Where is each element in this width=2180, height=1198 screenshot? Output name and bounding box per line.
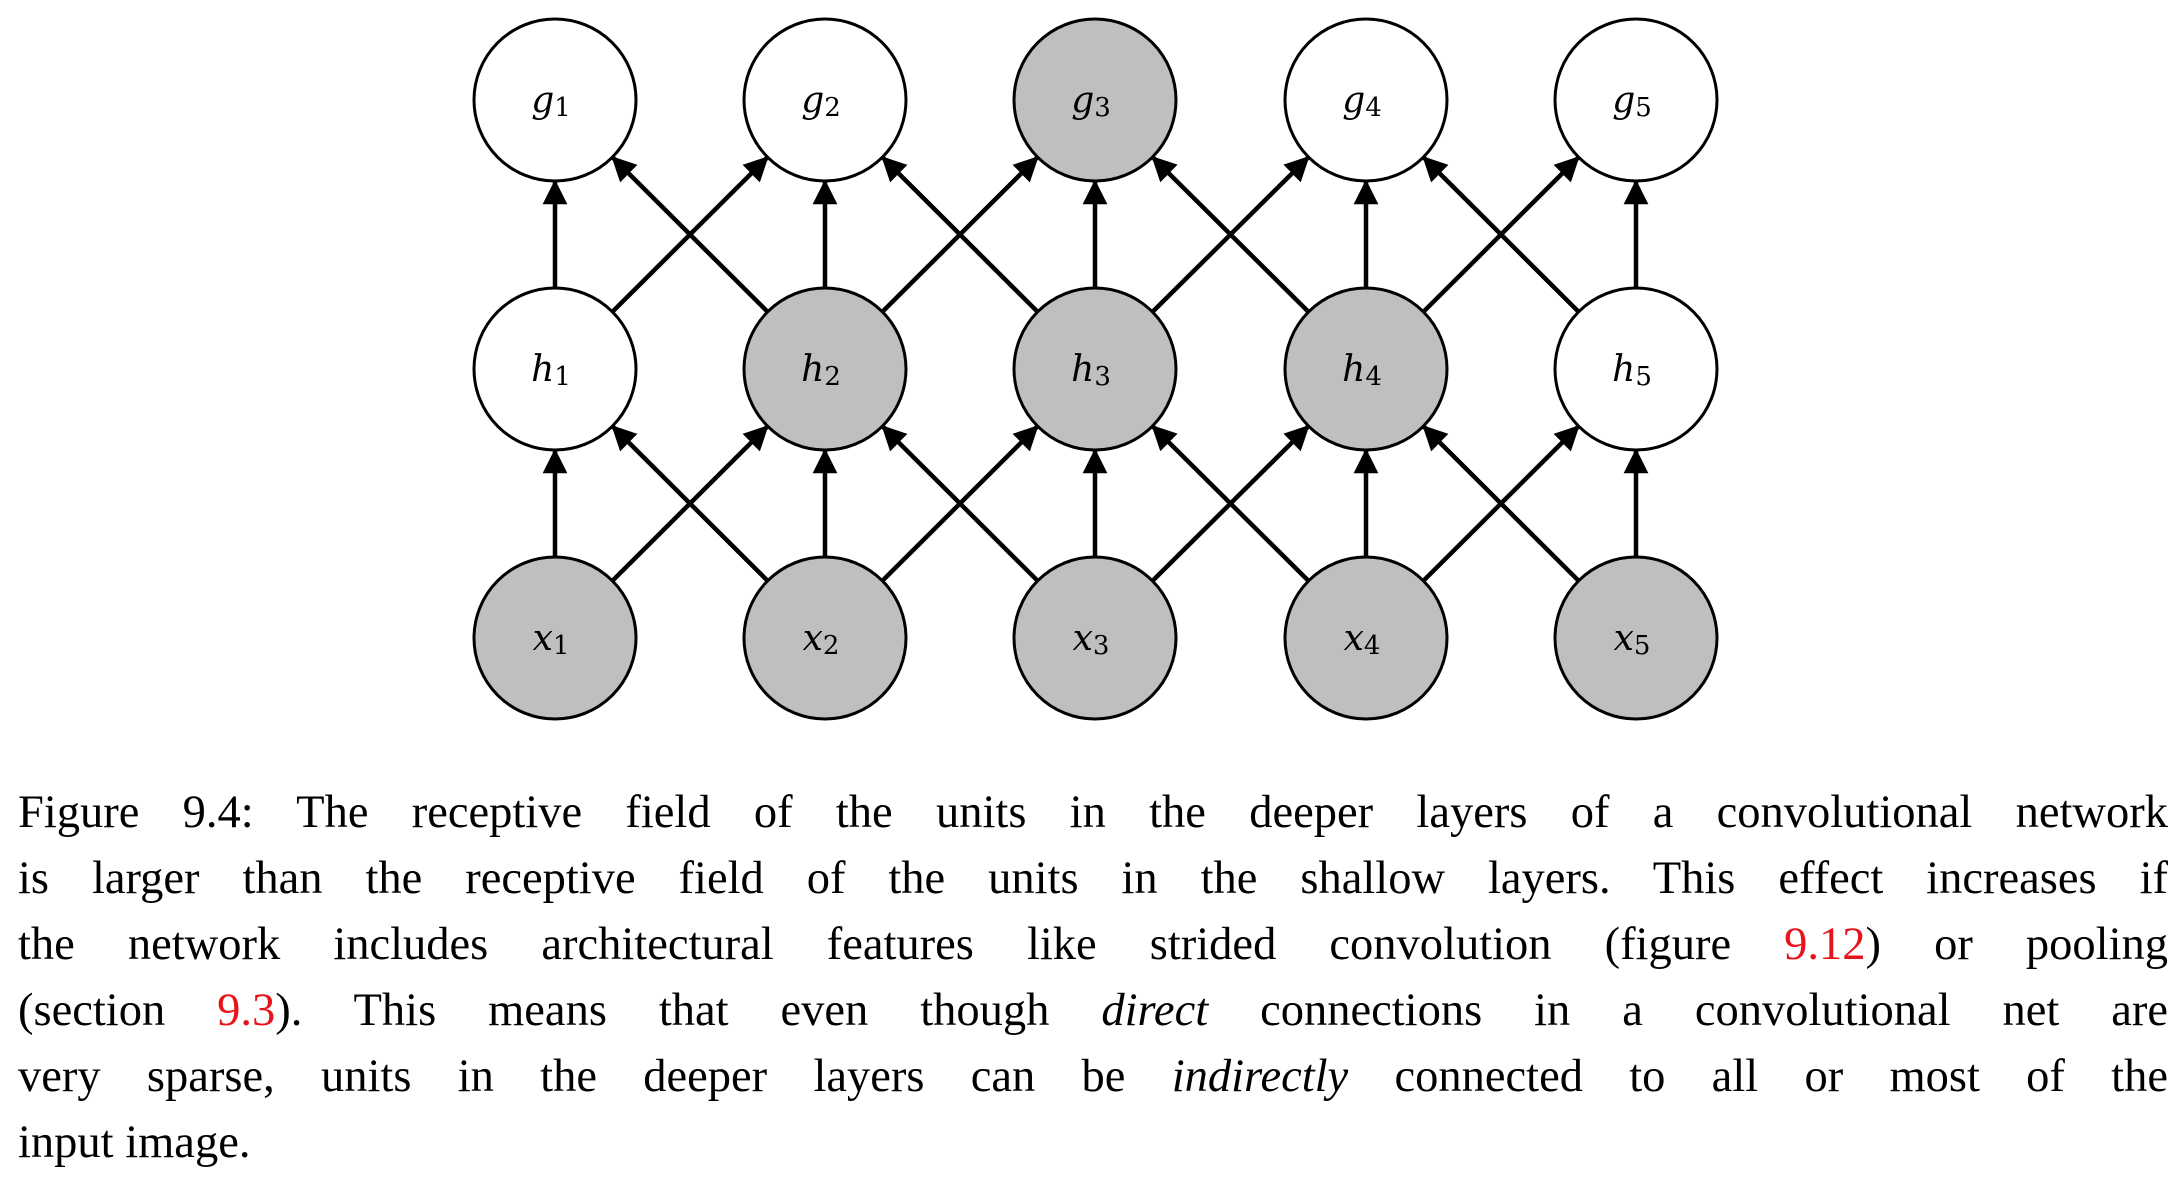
caption-line-6: input image. bbox=[18, 1117, 251, 1168]
unit-circle bbox=[472, 17, 638, 183]
unit-h3: h3 bbox=[1012, 286, 1178, 452]
caption-line-5: very sparse, units in the deeper layers … bbox=[18, 1044, 2168, 1110]
caption-text: ) or pooling bbox=[1865, 919, 2168, 970]
caption-line-2: is larger than the receptive field of th… bbox=[18, 853, 2168, 904]
unit-g1: g1 bbox=[472, 17, 638, 183]
connection-arrows bbox=[542, 156, 1649, 583]
unit-circle bbox=[742, 17, 908, 183]
shaded-unit-circle bbox=[472, 555, 638, 721]
unit-x2: x2 bbox=[742, 555, 908, 721]
receptive-field-diagram: g1 g2 g3 g4 g5 h1 h2 h3 h4 h5 x1 x2 x3 x4 x5 bbox=[472, 17, 1719, 721]
unit-label: h4 bbox=[1342, 349, 1382, 392]
shaded-unit-circle bbox=[1012, 555, 1178, 721]
unit-label: h3 bbox=[1071, 349, 1111, 392]
arrow-x5-to-h4 bbox=[1422, 425, 1581, 583]
unit-x1: x1 bbox=[472, 555, 638, 721]
unit-label: g4 bbox=[1342, 80, 1382, 123]
caption-emphasis: direct bbox=[1101, 985, 1209, 1036]
arrow-h2-to-g1 bbox=[611, 156, 770, 314]
caption-text: connections in a convolutional net are bbox=[1208, 985, 2169, 1036]
caption-line-3: the network includes architectural featu… bbox=[18, 912, 2168, 978]
caption-emphasis: indirectly bbox=[1171, 1051, 1349, 1102]
unit-circle bbox=[472, 286, 638, 452]
unit-g5: g5 bbox=[1553, 17, 1719, 183]
caption-text: the network includes architectural featu… bbox=[18, 919, 1785, 970]
unit-circle bbox=[1283, 17, 1449, 183]
unit-label: g1 bbox=[531, 80, 571, 123]
unit-g2: g2 bbox=[742, 17, 908, 183]
unit-label: x5 bbox=[1614, 618, 1651, 661]
arrow-h5-to-g4 bbox=[1422, 156, 1581, 314]
unit-h4: h4 bbox=[1283, 286, 1449, 452]
arrow-x2-to-h1 bbox=[611, 425, 770, 583]
caption-text: ). This means that even though bbox=[275, 985, 1102, 1036]
caption-text: very sparse, units in the deeper layers … bbox=[18, 1051, 1172, 1102]
unit-h2: h2 bbox=[742, 286, 908, 452]
unit-label: x1 bbox=[533, 618, 570, 661]
caption-text: (section bbox=[18, 985, 218, 1036]
arrow-x4-to-h3 bbox=[1151, 425, 1311, 583]
unit-label: g3 bbox=[1071, 80, 1111, 123]
shaded-unit-circle bbox=[742, 555, 908, 721]
unit-x3: x3 bbox=[1012, 555, 1178, 721]
network-units: g1 g2 g3 g4 g5 h1 h2 h3 h4 h5 x1 x2 x3 x4 x5 bbox=[472, 17, 1719, 721]
unit-circle bbox=[1553, 17, 1719, 183]
unit-label: x3 bbox=[1073, 618, 1110, 661]
unit-circle bbox=[1553, 286, 1719, 452]
unit-label: x2 bbox=[803, 618, 840, 661]
arrow-x3-to-h2 bbox=[881, 425, 1040, 583]
unit-g4: g4 bbox=[1283, 17, 1449, 183]
unit-label: g2 bbox=[801, 80, 841, 123]
unit-g3: g3 bbox=[1012, 17, 1178, 183]
caption-text: connected to all or most of the bbox=[1348, 1051, 2168, 1102]
unit-h5: h5 bbox=[1553, 286, 1719, 452]
shaded-unit-circle bbox=[1553, 555, 1719, 721]
caption-line-1: Figure 9.4: The receptive field of the u… bbox=[18, 787, 2168, 838]
unit-x4: x4 bbox=[1283, 555, 1449, 721]
unit-label: g5 bbox=[1612, 80, 1652, 123]
section-ref-link[interactable]: 9.3 bbox=[217, 985, 276, 1036]
shaded-unit-circle bbox=[1283, 286, 1449, 452]
shaded-unit-circle bbox=[1283, 555, 1449, 721]
shaded-unit-circle bbox=[742, 286, 908, 452]
figure-caption: Figure 9.4: The receptive field of the u… bbox=[18, 780, 2168, 1176]
unit-label: h5 bbox=[1612, 349, 1652, 392]
unit-label: h2 bbox=[801, 349, 841, 392]
shaded-unit-circle bbox=[1012, 17, 1178, 183]
unit-x5: x5 bbox=[1553, 555, 1719, 721]
unit-label: h1 bbox=[531, 349, 571, 392]
unit-h1: h1 bbox=[472, 286, 638, 452]
shaded-unit-circle bbox=[1012, 286, 1178, 452]
figure-ref-link[interactable]: 9.12 bbox=[1784, 919, 1866, 970]
unit-label: x4 bbox=[1344, 618, 1381, 661]
caption-line-4: (section 9.3). This means that even thou… bbox=[18, 978, 2168, 1044]
arrow-h3-to-g2 bbox=[881, 156, 1040, 314]
arrow-h4-to-g3 bbox=[1151, 156, 1311, 314]
